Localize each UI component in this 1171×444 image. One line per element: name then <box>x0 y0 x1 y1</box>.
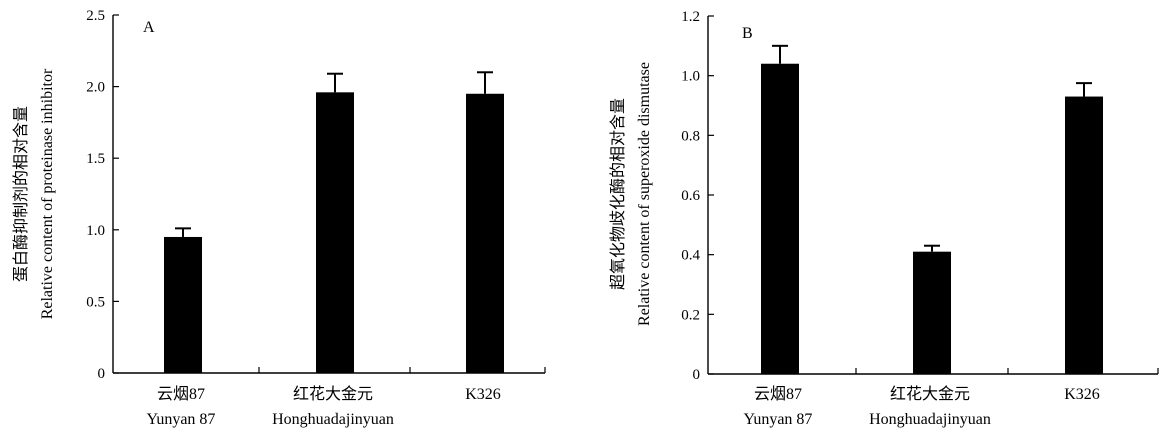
y-tick-label: 1.2 <box>681 9 700 25</box>
y-tick-label: 1.0 <box>86 223 105 239</box>
x-tick-label-zh: 红花大金元 <box>890 385 970 403</box>
x-tick-label-zh: 云烟87 <box>157 385 205 403</box>
y-tick-label: 2.0 <box>86 80 105 96</box>
x-tick-label-en: Yunyan 87 <box>744 411 813 428</box>
x-tick-label-zh: 云烟87 <box>754 385 802 403</box>
panel-letter: B <box>742 25 753 42</box>
y-axis-label-en: Relative content of superoxide dismutase <box>636 62 653 326</box>
x-tick-label-en: Yunyan 87 <box>147 411 216 428</box>
y-tick-label: 0 <box>693 367 701 383</box>
x-tick-label-zh: K326 <box>465 386 501 403</box>
y-axis-label-zh: 蛋白酶抑制剂的相对含量 <box>12 106 30 282</box>
y-axis-label-zh: 超氧化物歧化酶的相对含量 <box>609 98 627 290</box>
bar <box>316 92 354 373</box>
y-tick-label: 1.0 <box>681 69 700 85</box>
panel-letter: A <box>143 19 155 36</box>
bar <box>164 236 202 373</box>
chart-panel-a: 0 0.5 1.0 1.5 2.0 2.5 云烟87 Yunyan 87 红花大金元 Honghu… <box>12 8 546 428</box>
x-tick-label-zh: K326 <box>1064 386 1100 403</box>
bar <box>466 93 504 373</box>
y-tick-label: 1.5 <box>86 151 105 167</box>
y-tick-label: 0.8 <box>681 128 700 144</box>
y-tick-label: 0.6 <box>681 188 700 204</box>
y-axis-label-en: Relative content of proteinase inhibitor <box>39 68 56 319</box>
chart-panel-b: 0 0.2 0.4 0.6 0.8 1.0 1.2 云烟87 Yunyan 87 红花大金元 Hon… <box>609 9 1159 428</box>
bar <box>913 251 951 374</box>
y-tick-label: 0 <box>98 366 106 382</box>
y-tick-label: 0.5 <box>86 294 105 310</box>
y-tick-label: 2.5 <box>86 8 105 24</box>
x-tick-label-en: Honghuadajinyuan <box>272 411 394 428</box>
y-tick-label: 0.2 <box>681 307 700 323</box>
bar <box>761 63 799 374</box>
y-tick-label: 0.4 <box>681 248 700 264</box>
x-tick-label-en: Honghuadajinyuan <box>869 411 991 428</box>
bar <box>1065 96 1103 375</box>
x-tick-label-zh: 红花大金元 <box>293 385 373 403</box>
